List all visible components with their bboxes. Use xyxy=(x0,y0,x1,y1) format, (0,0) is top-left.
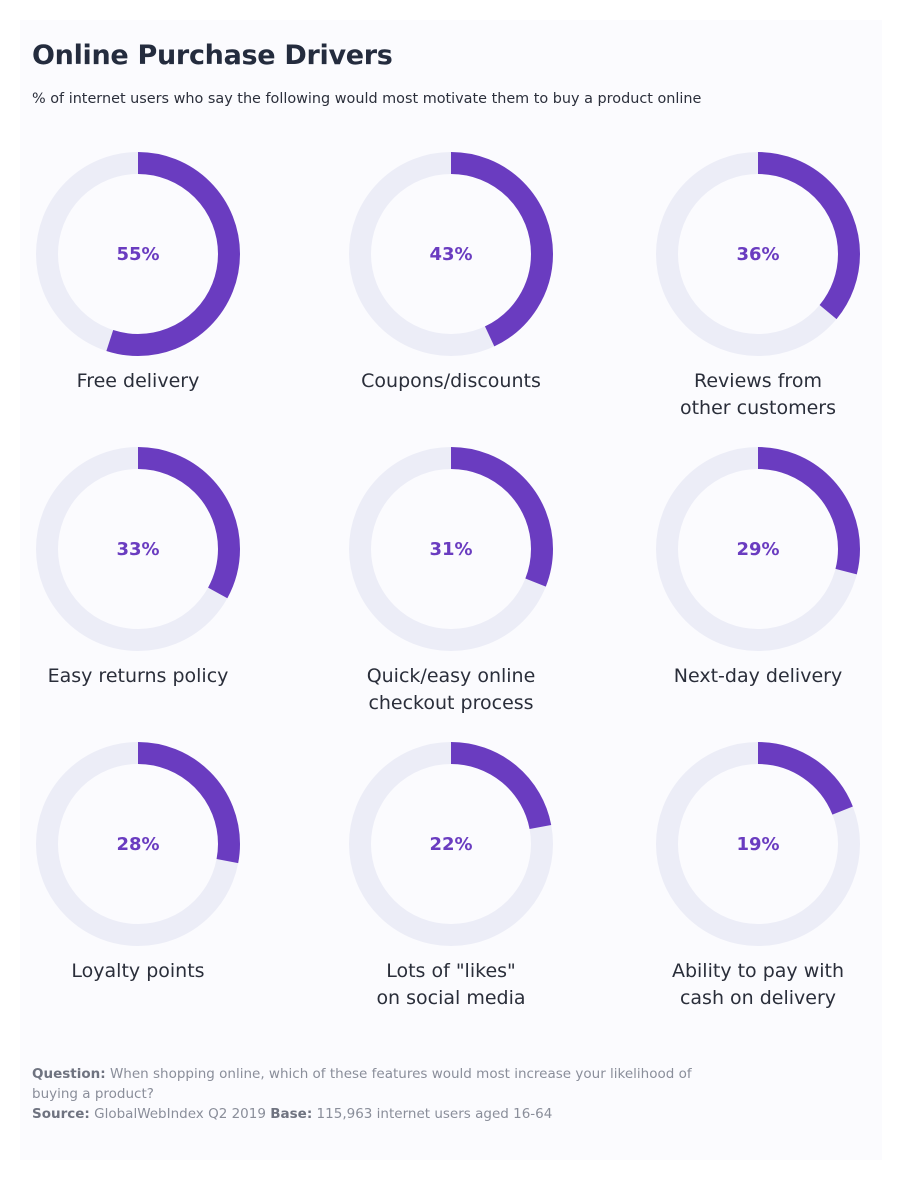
base-text: 115,963 internet users aged 16-64 xyxy=(316,1106,553,1122)
donut-percent-label: 28% xyxy=(116,834,159,855)
donut-category-label: Reviews from other customers xyxy=(633,368,883,422)
footer-question-cont: buying a product? xyxy=(32,1086,154,1102)
category-label-line: other customers xyxy=(679,397,837,419)
chart-subtitle: % of internet users who say the followin… xyxy=(32,91,702,107)
donut-value-arc xyxy=(656,742,860,946)
donut-category-label: Free delivery xyxy=(13,368,263,395)
donut-4: 33% xyxy=(36,447,240,651)
donut-value-arc xyxy=(36,742,240,946)
category-label-line: cash on delivery xyxy=(679,987,837,1009)
donut-2: 43% xyxy=(349,152,553,356)
donut-7: 28% xyxy=(36,742,240,946)
category-label-line: on social media xyxy=(376,987,526,1009)
donut-value-arc xyxy=(656,447,860,651)
category-label-line: checkout process xyxy=(368,692,534,714)
footer-source: Source: GlobalWebIndex Q2 2019 Base: 115… xyxy=(32,1104,792,1124)
category-label-line: Easy returns policy xyxy=(47,665,229,687)
source-label: Source: xyxy=(32,1106,90,1122)
donut-6: 29% xyxy=(656,447,860,651)
footer-question: Question: When shopping online, which of… xyxy=(32,1064,792,1084)
donut-percent-label: 33% xyxy=(116,539,159,560)
category-label-line: Reviews from xyxy=(694,370,822,392)
donut-percent-label: 43% xyxy=(429,244,472,265)
question-label: Question: xyxy=(32,1066,106,1082)
question-text: When shopping online, which of these fea… xyxy=(109,1066,692,1082)
chart-card xyxy=(20,20,882,1160)
donut-value-arc xyxy=(36,152,240,356)
base-label: Base: xyxy=(270,1106,313,1122)
donut-category-label: Ability to pay with cash on delivery xyxy=(633,958,883,1012)
donut-value-arc xyxy=(349,742,553,946)
category-label-line: Free delivery xyxy=(76,370,200,392)
chart-footer: Question: When shopping online, which of… xyxy=(32,1064,792,1124)
donut-percent-label: 55% xyxy=(116,244,159,265)
donut-category-label: Lots of "likes" on social media xyxy=(326,958,576,1012)
category-label-line: Coupons/discounts xyxy=(361,370,541,392)
donut-3: 36% xyxy=(656,152,860,356)
donut-category-label: Quick/easy online checkout process xyxy=(326,663,576,717)
donut-percent-label: 29% xyxy=(736,539,779,560)
category-label-line: Quick/easy online xyxy=(366,665,536,687)
donut-category-label: Coupons/discounts xyxy=(326,368,576,395)
donut-value-arc xyxy=(349,447,553,651)
donut-1: 55% xyxy=(36,152,240,356)
donut-category-label: Next-day delivery xyxy=(633,663,883,690)
donut-value-arc xyxy=(656,152,860,356)
donut-percent-label: 19% xyxy=(736,834,779,855)
category-label-line: Next-day delivery xyxy=(673,665,843,687)
category-label-line: Ability to pay with xyxy=(671,960,845,982)
donut-percent-label: 31% xyxy=(429,539,472,560)
donut-category-label: Loyalty points xyxy=(13,958,263,985)
donut-value-arc xyxy=(349,152,553,356)
category-label-line: Loyalty points xyxy=(71,960,205,982)
category-label-line: Lots of "likes" xyxy=(386,960,516,982)
donut-5: 31% xyxy=(349,447,553,651)
chart-title: Online Purchase Drivers xyxy=(32,40,393,71)
source-text: GlobalWebIndex Q2 2019 xyxy=(94,1106,266,1122)
donut-percent-label: 22% xyxy=(429,834,472,855)
donut-8: 22% xyxy=(349,742,553,946)
donut-9: 19% xyxy=(656,742,860,946)
donut-value-arc xyxy=(36,447,240,651)
donut-percent-label: 36% xyxy=(736,244,779,265)
donut-category-label: Easy returns policy xyxy=(13,663,263,690)
